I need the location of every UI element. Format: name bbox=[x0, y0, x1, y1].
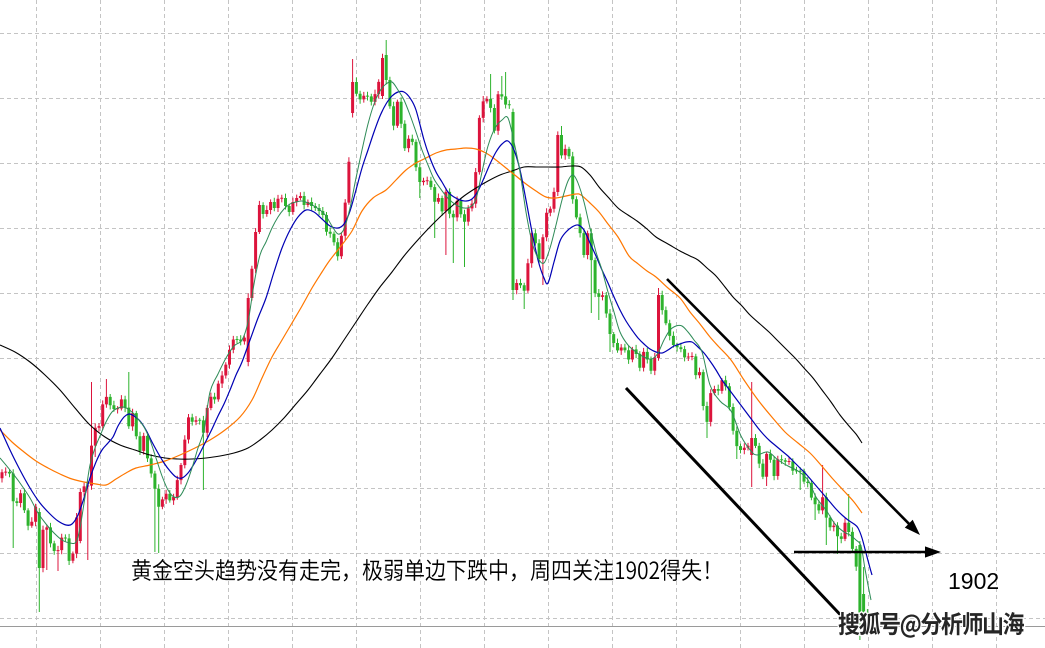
svg-text:1902: 1902 bbox=[948, 568, 999, 594]
